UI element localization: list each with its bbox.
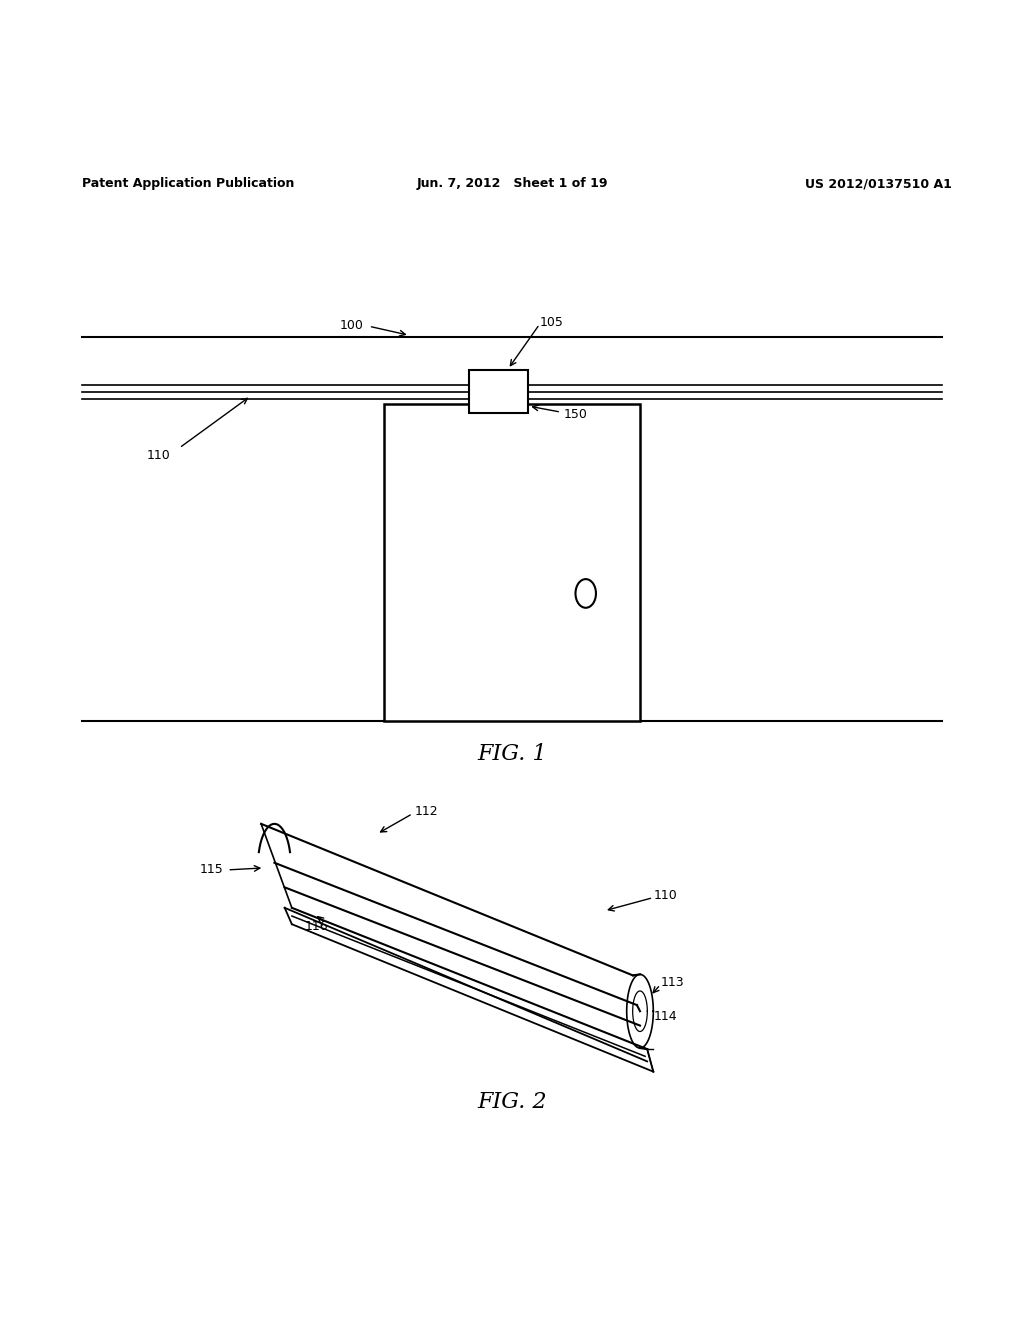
Text: 112: 112 xyxy=(415,805,438,818)
Text: Patent Application Publication: Patent Application Publication xyxy=(82,177,294,190)
Text: FIG. 2: FIG. 2 xyxy=(477,1092,547,1113)
Text: 110: 110 xyxy=(146,449,171,462)
Text: FIG. 1: FIG. 1 xyxy=(477,743,547,766)
Text: 110: 110 xyxy=(653,890,677,902)
FancyBboxPatch shape xyxy=(469,370,528,413)
Bar xyxy=(384,404,640,722)
Ellipse shape xyxy=(575,579,596,607)
Text: US 2012/0137510 A1: US 2012/0137510 A1 xyxy=(806,177,952,190)
Text: 150: 150 xyxy=(563,408,587,421)
Text: 105: 105 xyxy=(540,315,563,329)
Text: Jun. 7, 2012   Sheet 1 of 19: Jun. 7, 2012 Sheet 1 of 19 xyxy=(416,177,608,190)
Text: 114: 114 xyxy=(653,1010,677,1023)
Text: 113: 113 xyxy=(660,975,684,989)
Text: 116: 116 xyxy=(305,920,329,933)
Text: 115: 115 xyxy=(200,863,223,876)
Text: 100: 100 xyxy=(340,318,364,331)
